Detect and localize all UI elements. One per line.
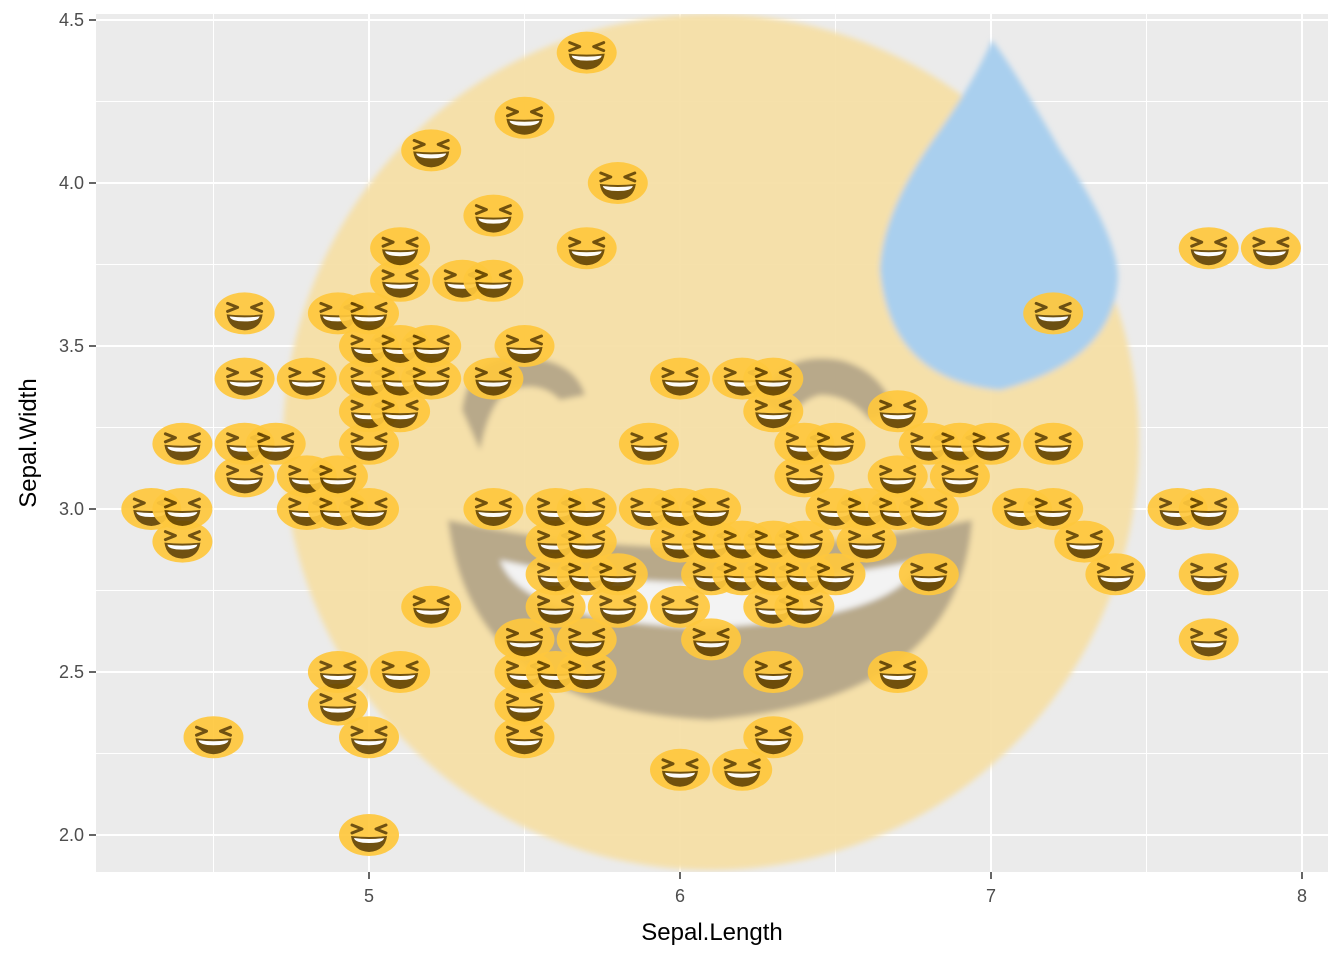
data-point [586,552,649,597]
data-point [742,356,805,401]
data-point [866,650,929,694]
data-point [400,324,463,368]
data-point [151,487,214,531]
data-point [1177,487,1240,531]
x-tick-label: 7 [986,886,996,906]
data-point [1022,291,1085,336]
data-point [462,487,525,531]
data-point [555,487,618,531]
y-tick-label: 3.0 [59,499,84,519]
x-axis: 5 6 7 8 [364,872,1307,906]
x-tick-label: 6 [675,886,685,906]
data-point [742,715,805,760]
data-point [649,747,711,792]
data-point [617,421,680,466]
data-point [400,584,463,629]
data-point [555,226,618,271]
data-point [1084,552,1147,597]
data-point [1239,226,1302,271]
y-axis-title: Sepal.Width [15,378,42,507]
data-point [400,128,463,173]
data-point [649,356,711,401]
x-axis-title: Sepal.Length [641,919,782,946]
data-point [493,324,556,368]
data-point [960,421,1022,466]
data-point [151,421,214,466]
data-point [275,356,338,401]
data-point [1177,552,1240,597]
data-point [462,193,525,238]
data-point [338,715,400,760]
y-tick-label: 3.5 [59,336,84,356]
y-tick-label: 4.0 [59,173,84,193]
y-tick-label: 2.0 [59,825,84,845]
data-point [586,161,649,205]
data-point [462,258,525,303]
data-point [555,30,618,75]
data-point [338,487,400,531]
data-point [493,95,556,140]
data-point [1022,421,1085,466]
x-tick-label: 5 [364,886,374,906]
y-axis: 2.0 2.5 3.0 3.5 4.0 4.5 [59,10,96,845]
data-point [213,291,276,336]
data-point [182,715,245,760]
data-point [897,552,960,597]
data-point [369,226,432,271]
data-point [804,421,867,466]
data-point [1177,617,1240,662]
data-point [338,813,400,857]
data-point [369,650,432,694]
data-point [742,650,805,694]
data-point [213,356,276,401]
data-point [1177,226,1240,271]
x-tick-label: 8 [1297,886,1307,906]
data-point [306,650,369,694]
y-tick-label: 2.5 [59,662,84,682]
data-point [680,617,743,662]
y-tick-label: 4.5 [59,10,84,30]
